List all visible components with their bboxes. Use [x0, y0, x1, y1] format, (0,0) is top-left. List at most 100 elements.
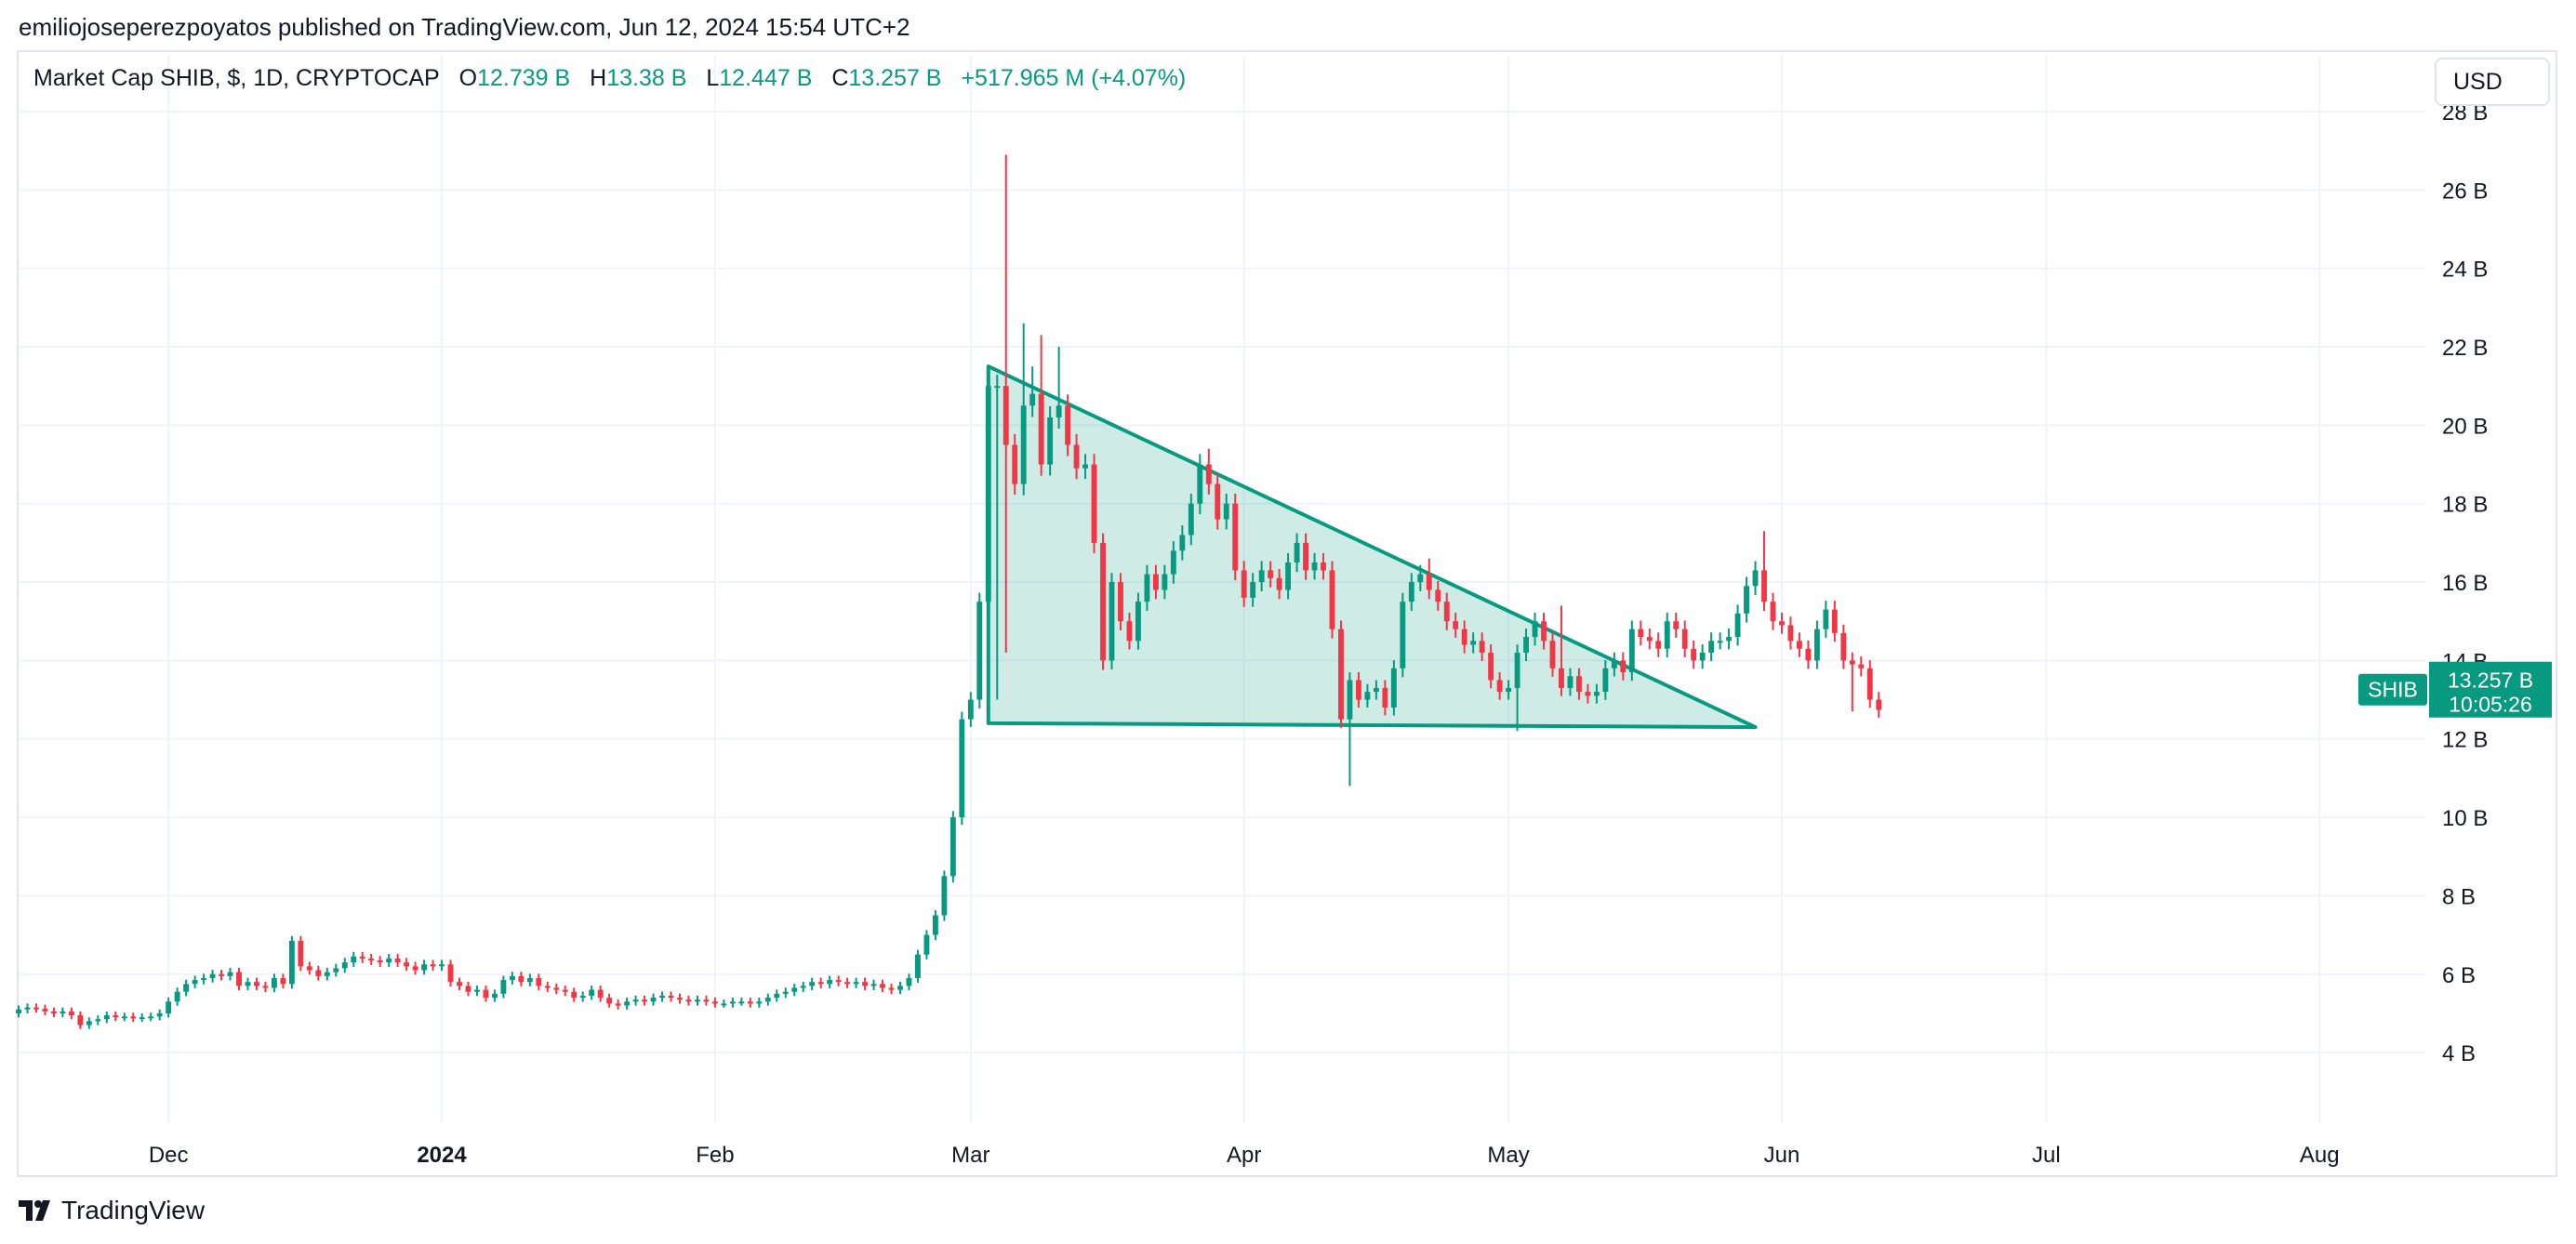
candle [1752, 561, 1759, 596]
candle-body [1285, 562, 1292, 590]
candle-body [1073, 444, 1080, 469]
candle-body [1215, 483, 1221, 520]
y-tick-label: 6 B [2442, 963, 2476, 988]
candle-body [50, 1011, 57, 1013]
candle-body [1726, 637, 1733, 642]
candle [1585, 683, 1591, 704]
candle-body [315, 970, 322, 976]
candle [386, 953, 392, 968]
candle-body [1170, 550, 1176, 575]
candle-body [668, 995, 674, 999]
candle-body [351, 956, 357, 963]
candle [536, 973, 542, 991]
candle [756, 997, 763, 1008]
candle-body [880, 984, 885, 988]
candle-body [404, 962, 410, 967]
candle [1205, 448, 1212, 495]
candle-body [1858, 664, 1865, 668]
candle-body [1012, 444, 1018, 484]
candle-body [782, 991, 789, 994]
candle [817, 977, 824, 988]
candle-body [1338, 629, 1344, 720]
candle-body [457, 982, 462, 986]
candle-body [1488, 652, 1494, 681]
candle-body [677, 998, 683, 1000]
candle [77, 1011, 84, 1029]
candle [1250, 573, 1256, 607]
candle [897, 981, 903, 995]
candle [782, 987, 789, 999]
candle [174, 987, 180, 1006]
candle-body [130, 1016, 137, 1019]
candle-body [377, 959, 383, 963]
candle [1003, 154, 1009, 653]
symbol-name[interactable]: Market Cap SHIB, $, 1D, CRYPTOCAP [33, 65, 440, 91]
candle [1443, 592, 1450, 630]
candle [994, 374, 1001, 700]
candle [1285, 552, 1292, 600]
candle [139, 1012, 145, 1023]
candle-body [1523, 637, 1529, 653]
x-tick-label: Jul [2032, 1143, 2061, 1168]
candle-body [483, 989, 489, 999]
candle-body [156, 1012, 163, 1017]
candle-body [835, 980, 842, 983]
candle [571, 987, 578, 1002]
candle-body [1241, 570, 1247, 598]
y-tick-label: 20 B [2442, 414, 2488, 439]
candle [1858, 655, 1865, 677]
candle [809, 977, 816, 991]
candle-body [553, 987, 560, 990]
currency-button[interactable]: USD [2435, 58, 2550, 106]
candle [967, 692, 974, 727]
time-axis[interactable]: Dec 2024 Feb Mar Apr May Jun Jul Aug [149, 1143, 2340, 1168]
candle [518, 972, 524, 986]
candle-body [139, 1017, 145, 1020]
candle-body [1575, 676, 1582, 693]
candle-body [853, 982, 859, 985]
candle [430, 959, 436, 972]
candle-body [209, 973, 216, 978]
candle-body [615, 1003, 621, 1006]
candle-body [1567, 676, 1573, 688]
x-tick-label: May [1487, 1143, 1529, 1168]
y-tick-label: 16 B [2442, 571, 2488, 596]
open-label: O [458, 65, 478, 91]
candle [1426, 558, 1432, 600]
candle [685, 995, 692, 1006]
candle [377, 956, 383, 968]
candle [1726, 629, 1733, 650]
candle-body [1443, 602, 1450, 622]
candle-body [183, 984, 190, 992]
candle-body [1276, 577, 1282, 590]
candle [280, 973, 286, 988]
candle [1223, 493, 1229, 530]
change-value: +517.965 M (+4.07%) [961, 65, 1187, 91]
candle-body [1135, 602, 1141, 642]
candle [33, 1003, 39, 1013]
candle-body [1152, 574, 1159, 590]
y-tick-label: 18 B [2442, 493, 2488, 518]
candle [1170, 541, 1176, 584]
tradingview-brand[interactable]: TradingView [19, 1196, 205, 1225]
candle-body [1593, 692, 1600, 696]
candle [491, 989, 498, 1002]
candle [148, 1012, 154, 1022]
candle-body [306, 966, 312, 971]
price-axis[interactable]: 4 B6 B8 B10 B12 B14 B16 B18 B20 B22 B24 … [2442, 100, 2488, 1066]
candle [738, 997, 745, 1006]
candle-body [1752, 570, 1759, 587]
candle-body [288, 940, 295, 985]
candle-body [650, 998, 657, 1002]
candle [245, 977, 251, 991]
high-label: H [590, 65, 607, 91]
candle-body [906, 977, 912, 986]
candle-body [1479, 641, 1485, 653]
candle-body [1390, 668, 1397, 708]
candle [1347, 671, 1353, 787]
candle [1118, 573, 1123, 631]
candle [915, 949, 921, 983]
candle-body [738, 1001, 745, 1004]
candle-body [1118, 582, 1123, 622]
